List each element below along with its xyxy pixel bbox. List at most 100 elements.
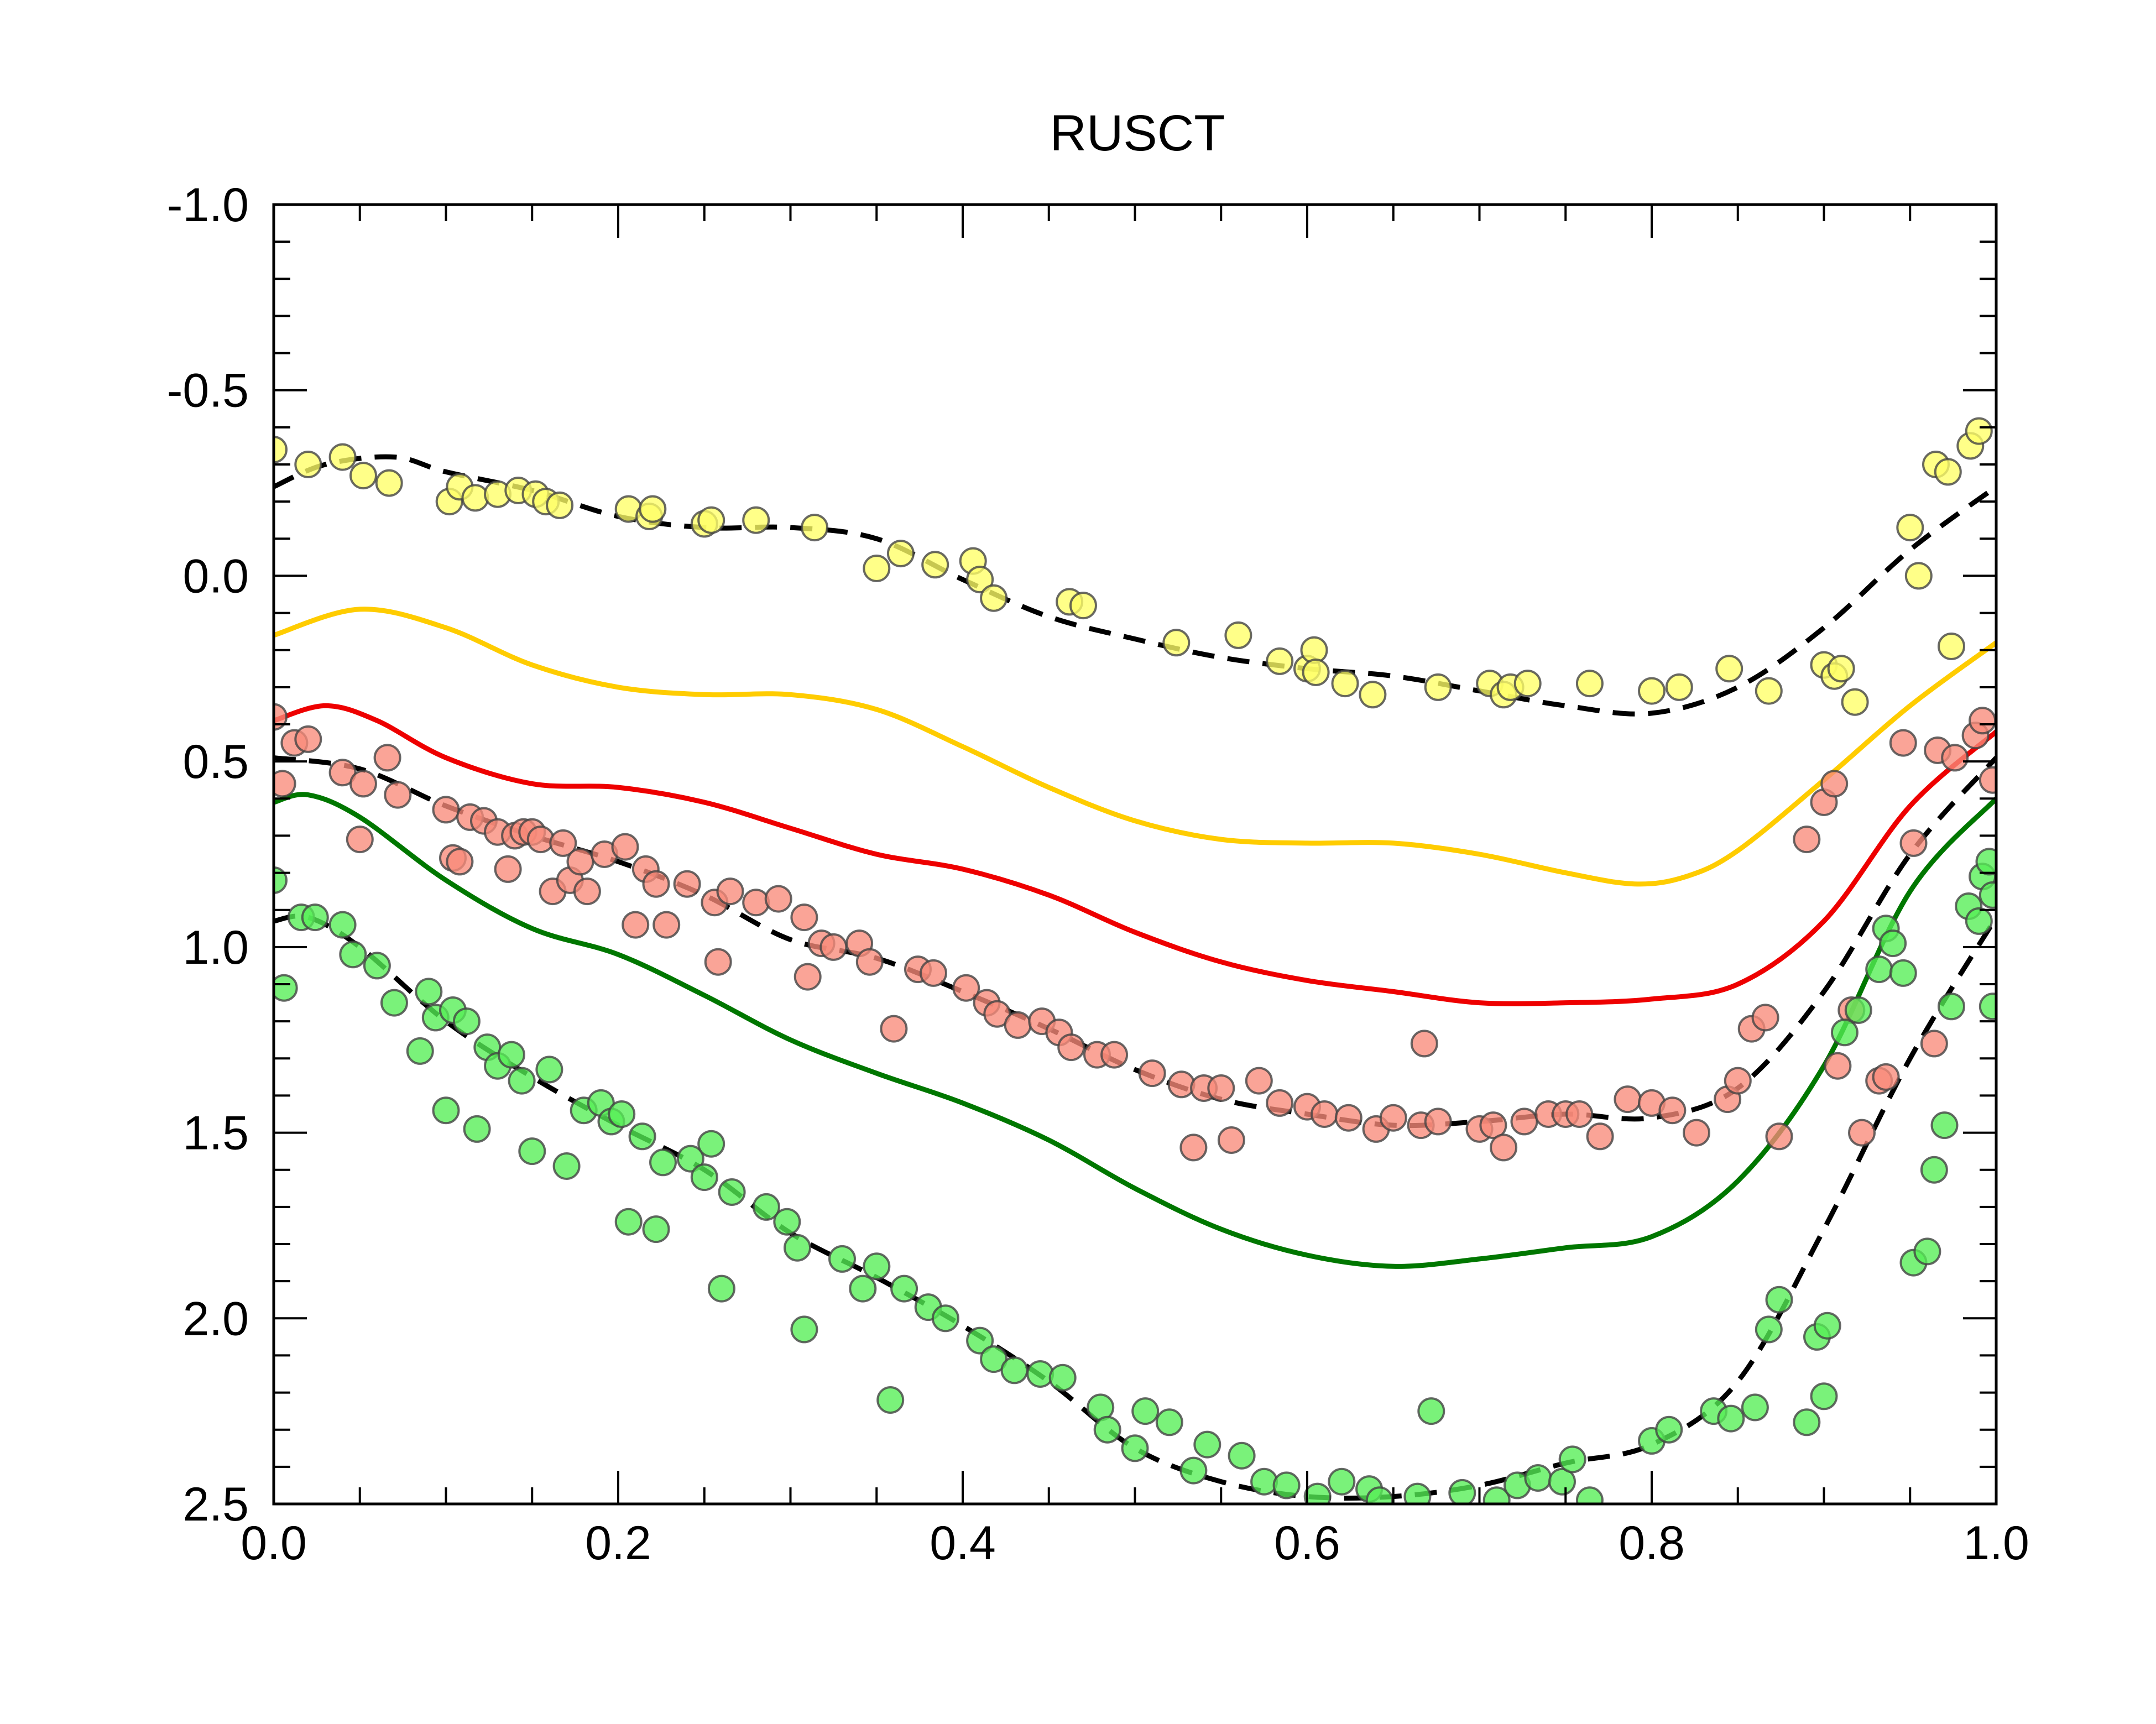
- data-point: [535, 1056, 563, 1084]
- data-point: [1162, 629, 1191, 657]
- data-point: [1179, 1456, 1208, 1485]
- data-point: [1057, 1033, 1085, 1062]
- data-point: [1479, 1111, 1507, 1140]
- data-point: [1889, 729, 1917, 757]
- data-point: [1575, 670, 1604, 698]
- data-point: [716, 877, 744, 906]
- data-point: [931, 1304, 959, 1333]
- data-point: [880, 1015, 908, 1043]
- data-point: [649, 1148, 677, 1177]
- data-point: [1302, 659, 1330, 686]
- data-point: [1896, 514, 1924, 542]
- data-point: [1403, 1482, 1432, 1504]
- data-point: [622, 911, 650, 939]
- data-point: [1155, 1408, 1183, 1436]
- data-point: [1841, 688, 1869, 716]
- x-tick-label: 1.0: [1963, 1517, 2029, 1570]
- data-point: [707, 1274, 735, 1303]
- data-point: [1266, 1089, 1294, 1117]
- y-tick-label: -0.5: [167, 364, 249, 417]
- data-point: [1359, 681, 1387, 709]
- data-point: [274, 436, 288, 464]
- data-point: [855, 948, 884, 976]
- data-point: [415, 978, 443, 1006]
- data-point: [1193, 1430, 1221, 1459]
- data-point: [526, 826, 555, 854]
- data-point: [1167, 1070, 1196, 1099]
- data-point: [1813, 1312, 1841, 1340]
- data-point: [1827, 655, 1855, 683]
- data-point: [1717, 1404, 1745, 1433]
- data-point: [432, 796, 460, 824]
- data-point: [349, 770, 377, 798]
- data-point: [1448, 1479, 1476, 1504]
- data-point: [1424, 1107, 1452, 1136]
- data-point: [742, 889, 770, 917]
- data-point: [1513, 670, 1542, 698]
- data-point: [1751, 1004, 1779, 1032]
- data-point: [1638, 677, 1666, 705]
- data-point: [328, 911, 357, 939]
- data-point: [1510, 1107, 1538, 1136]
- data-point: [446, 848, 474, 876]
- data-point: [1245, 1067, 1273, 1095]
- data-point: [1872, 1063, 1900, 1091]
- data-point: [1026, 1360, 1054, 1388]
- data-point: [921, 551, 949, 579]
- data-point: [790, 1315, 818, 1344]
- data-point: [375, 469, 403, 497]
- data-point: [1121, 1434, 1149, 1462]
- data-point: [1266, 647, 1294, 675]
- data-point: [1093, 1415, 1121, 1444]
- data-point: [1365, 1486, 1393, 1504]
- data-point: [1179, 1133, 1208, 1162]
- data-point: [1715, 655, 1743, 683]
- y-tick-label: -1.0: [167, 179, 249, 232]
- data-point: [1978, 881, 1996, 909]
- data-point: [1069, 592, 1097, 620]
- data-point: [1548, 1467, 1576, 1496]
- data-point: [952, 974, 980, 1002]
- data-point: [1417, 1397, 1445, 1425]
- data-point: [1941, 744, 1969, 772]
- data-point: [294, 725, 322, 753]
- data-point: [886, 540, 915, 568]
- data-point: [1824, 1052, 1852, 1080]
- data-point: [639, 495, 667, 523]
- data-point: [1410, 1030, 1438, 1058]
- data-point: [890, 1274, 918, 1303]
- data-point: [1138, 1059, 1166, 1088]
- data-point: [966, 1326, 994, 1355]
- data-point: [546, 491, 574, 519]
- data-point: [1820, 770, 1849, 798]
- data-point: [628, 1122, 656, 1151]
- data-point: [1490, 1133, 1518, 1162]
- data-point: [1683, 1119, 1710, 1147]
- data-point: [1724, 1067, 1752, 1095]
- plot-frame: [272, 203, 1998, 1506]
- data-point: [497, 1041, 525, 1069]
- model-line-0: [274, 607, 1996, 887]
- data-point: [1524, 1464, 1552, 1492]
- data-point: [920, 959, 947, 987]
- data-point: [1614, 1085, 1642, 1114]
- data-point: [1331, 670, 1359, 698]
- points-layer: [274, 417, 1996, 1504]
- data-point: [1793, 1408, 1821, 1436]
- data-point: [1765, 1122, 1793, 1151]
- data-point: [1000, 1356, 1029, 1385]
- data-point: [697, 506, 725, 534]
- data-point: [339, 941, 367, 969]
- data-point: [1224, 621, 1252, 649]
- data-point: [1303, 1482, 1332, 1504]
- y-tick-labels: -1.0 -0.5 0.0 0.5 1.0 1.5 2.0 2.5: [167, 179, 249, 1531]
- x-tick-label: 0.8: [1619, 1517, 1685, 1570]
- data-point: [690, 1163, 718, 1192]
- data-point: [794, 963, 822, 991]
- data-point: [1665, 673, 1693, 701]
- data-point: [1311, 1100, 1339, 1128]
- data-point: [432, 1096, 460, 1125]
- data-point: [452, 1007, 481, 1036]
- data-point: [1328, 1467, 1356, 1496]
- data-point: [494, 855, 522, 883]
